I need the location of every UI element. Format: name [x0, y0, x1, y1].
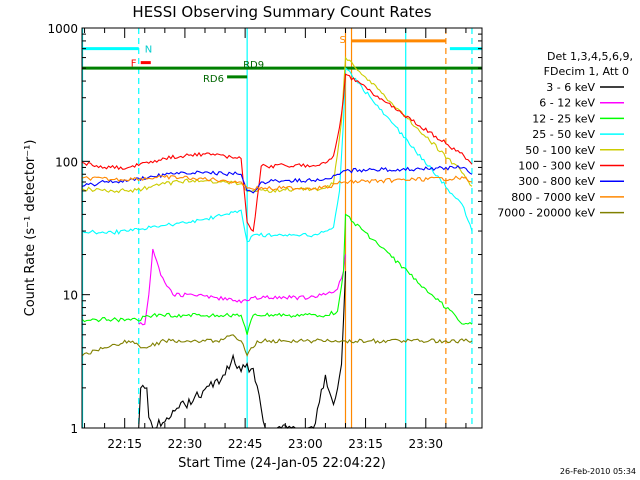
- annotation-label-s: S: [339, 35, 345, 46]
- legend-entry-label: 25 - 50 keV: [532, 128, 595, 141]
- plot-frame: [81, 27, 483, 429]
- series-line-800-7000-kev: [82, 174, 473, 191]
- series-line-25-50-kev: [82, 66, 473, 243]
- axis-layer: [81, 27, 483, 429]
- x-axis-label: Start Time (24-Jan-05 22:04:22): [178, 456, 386, 471]
- y-tick-label: 1000: [47, 22, 78, 36]
- x-tick-label: 22:45: [228, 437, 263, 451]
- legend-entry-label: 300 - 800 keV: [518, 175, 595, 188]
- text-layer: HESSI Observing Summary Count Rates Star…: [23, 3, 636, 476]
- legend-entry-label: 7000 - 20000 keV: [497, 207, 595, 220]
- series-line-6-12-kev: [138, 248, 347, 326]
- legend-entry-label: 12 - 25 keV: [532, 112, 595, 125]
- x-tick-label: 22:15: [107, 437, 142, 451]
- annotation-label-rd6: RD6: [203, 74, 224, 85]
- legend-entry-label: 800 - 7000 keV: [511, 191, 595, 204]
- y-axis-label: Count Rate (s⁻¹ detector⁻¹): [23, 140, 38, 317]
- y-tick-label: 1: [70, 422, 78, 436]
- legend-entry-label: 100 - 300 keV: [518, 160, 595, 173]
- y-tick-label: 100: [55, 155, 78, 169]
- legend-header-line-2: FDecim 1, Att 0: [544, 65, 629, 78]
- series-line-3-6-kev: [138, 271, 347, 429]
- series-line-7000-20000-kev: [82, 334, 473, 357]
- annotation-label-rd9: RD9: [243, 60, 264, 71]
- chart-title: HESSI Observing Summary Count Rates: [132, 3, 431, 21]
- series-line-50-100-kev: [82, 56, 473, 194]
- annotation-label-f: F: [131, 59, 137, 70]
- legend-entry-label: 6 - 12 keV: [539, 97, 595, 110]
- legend-entry-label: 3 - 6 keV: [546, 81, 595, 94]
- legend-header-line-1: Det 1,3,4,5,6,9,: [547, 50, 633, 63]
- x-tick-label: 23:30: [408, 437, 443, 451]
- series-line-12-25-kev: [82, 213, 473, 335]
- series-line-300-800-kev: [82, 164, 473, 194]
- footer-timestamp: 26-Feb-2010 05:34: [560, 467, 636, 476]
- series-layer: [82, 56, 473, 429]
- plot-decorations: [81, 28, 482, 428]
- annotation-label-n: N: [145, 45, 152, 56]
- y-tick-label: 10: [63, 289, 78, 303]
- x-tick-label: 23:15: [348, 437, 383, 451]
- legend-entry-label: 50 - 100 keV: [525, 144, 595, 157]
- x-tick-label: 22:30: [168, 437, 203, 451]
- x-tick-label: 23:00: [288, 437, 323, 451]
- series-line-100-300-kev: [82, 73, 473, 233]
